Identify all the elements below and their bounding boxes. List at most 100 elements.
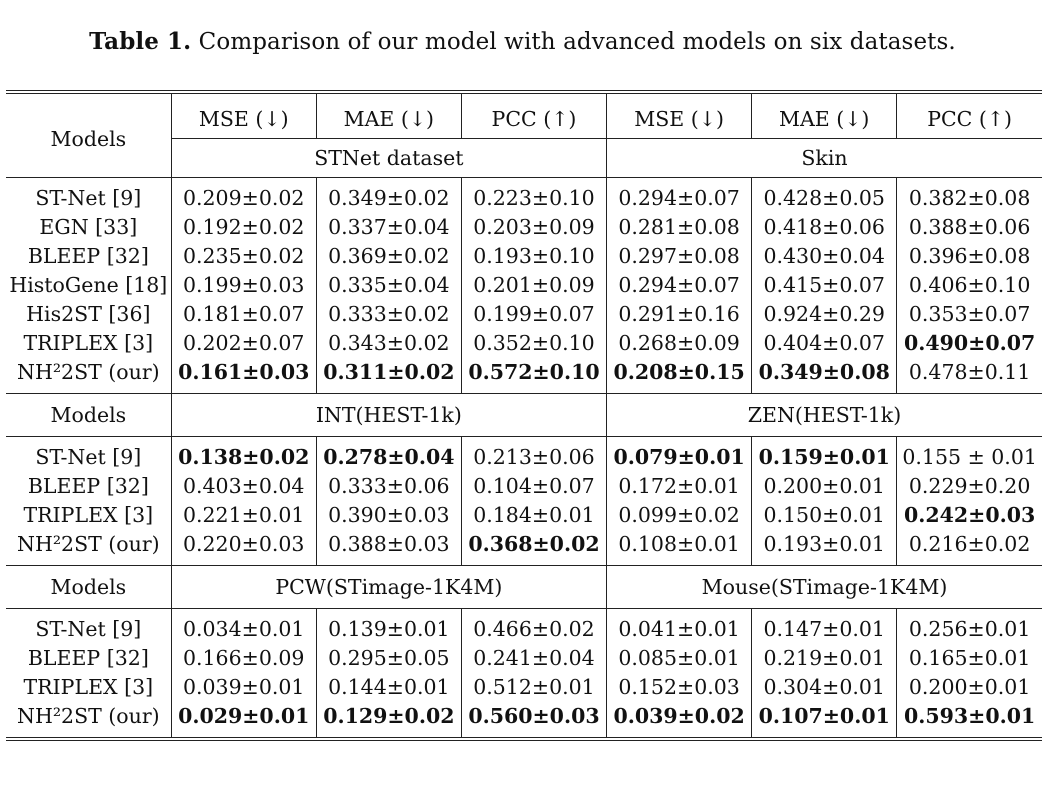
- metric-value-cell: 0.223±0.10: [460, 177, 607, 213]
- metric-value-cell: 0.172±0.01: [606, 472, 752, 501]
- model-name-cell: NH²2ST (our): [17, 360, 160, 384]
- metric-value-cell: 0.150±0.01: [751, 501, 897, 530]
- metric-value-cell: 0.039±0.01: [170, 673, 317, 702]
- metric-value-cell: 0.333±0.06: [315, 472, 462, 501]
- model-name-cell: His2ST [36]: [26, 302, 151, 326]
- dataset-header: ZEN(HEST-1k): [606, 393, 1042, 437]
- metric-value-cell: 0.352±0.10: [460, 329, 607, 358]
- table-row: EGN [33] 0.192±0.02 0.337±0.04 0.203±0.09 0.…: [6, 213, 1042, 242]
- metric-value-cell: 0.079±0.01: [606, 436, 752, 472]
- metric-value-cell: 0.294±0.07: [606, 177, 752, 213]
- table-row: NH²2ST (our) 0.161±0.03 0.311±0.02 0.572±0.…: [6, 358, 1042, 394]
- model-name-cell: ST-Net [9]: [35, 186, 142, 210]
- metric-value-cell: 0.404±0.07: [751, 329, 897, 358]
- metric-value-cell: 0.209±0.02: [170, 177, 317, 213]
- model-name-cell: ST-Net [9]: [35, 445, 142, 469]
- metric-value-cell: 0.144±0.01: [315, 673, 462, 702]
- header-metrics-row: Models MSE (↓) MAE (↓) PCC (↑) MSE (↓) M…: [6, 90, 1042, 178]
- metric-value-cell: 0.333±0.02: [315, 300, 462, 329]
- metric-value-cell: 0.466±0.02: [460, 608, 607, 644]
- metric-value-cell: 0.039±0.02: [606, 702, 752, 741]
- metric-value-cell: 0.139±0.01: [315, 608, 462, 644]
- metric-value-cell: 0.166±0.09: [170, 644, 317, 673]
- metric-value-cell: 0.199±0.03: [170, 271, 317, 300]
- dataset-header: Skin: [606, 138, 1042, 178]
- metric-value-cell: 0.281±0.08: [606, 213, 752, 242]
- model-name-cell: NH²2ST (our): [17, 532, 160, 556]
- metric-value-cell: 0.311±0.02: [315, 358, 462, 394]
- metric-value-cell: 0.108±0.01: [606, 530, 752, 566]
- results-table-body: Models MSE (↓) MAE (↓) PCC (↑) MSE (↓) M…: [6, 90, 1042, 741]
- model-name-cell: EGN [33]: [39, 215, 138, 239]
- metric-value-cell: 0.200±0.01: [751, 472, 897, 501]
- metric-value-cell: 0.304±0.01: [751, 673, 897, 702]
- table-caption: Table 1. Comparison of our model with ad…: [0, 28, 1045, 55]
- metric-value-cell: 0.418±0.06: [751, 213, 897, 242]
- dataset-header: INT(HEST-1k): [170, 393, 607, 437]
- metric-header: MSE (↓): [170, 90, 317, 139]
- table-row: NH²2ST (our) 0.220±0.03 0.388±0.03 0.368±0.…: [6, 530, 1042, 566]
- metric-value-cell: 0.396±0.08: [896, 242, 1042, 271]
- metric-value-cell: 0.403±0.04: [170, 472, 317, 501]
- metric-value-cell: 0.107±0.01: [751, 702, 897, 741]
- metric-value-cell: 0.147±0.01: [751, 608, 897, 644]
- table-row: TRIPLEX [3] 0.202±0.07 0.343±0.02 0.352±0.1…: [6, 329, 1042, 358]
- dataset-header: STNet dataset: [170, 138, 607, 178]
- metric-value-cell: 0.406±0.10: [896, 271, 1042, 300]
- metric-value-cell: 0.208±0.15: [606, 358, 752, 394]
- metric-header: PCC (↑): [896, 90, 1042, 139]
- metric-value-cell: 0.041±0.01: [606, 608, 752, 644]
- metric-value-cell: 0.029±0.01: [170, 702, 317, 741]
- metric-value-cell: 0.129±0.02: [315, 702, 462, 741]
- metric-value-cell: 0.235±0.02: [170, 242, 317, 271]
- metric-value-cell: 0.343±0.02: [315, 329, 462, 358]
- metric-value-cell: 0.193±0.01: [751, 530, 897, 566]
- metric-value-cell: 0.192±0.02: [170, 213, 317, 242]
- caption-label: Table 1.: [89, 28, 192, 55]
- metric-value-cell: 0.155 ± 0.01: [896, 436, 1042, 472]
- models-header: Models: [6, 90, 172, 178]
- metric-value-cell: 0.199±0.07: [460, 300, 607, 329]
- table-row: TRIPLEX [3] 0.039±0.01 0.144±0.01 0.512±0.0…: [6, 673, 1042, 702]
- metric-header: MAE (↓): [751, 90, 897, 139]
- metric-value-cell: 0.490±0.07: [896, 329, 1042, 358]
- table-row: HistoGene [18] 0.199±0.03 0.335±0.04 0.201±…: [6, 271, 1042, 300]
- metric-value-cell: 0.268±0.09: [606, 329, 752, 358]
- metric-value-cell: 0.297±0.08: [606, 242, 752, 271]
- metric-value-cell: 0.242±0.03: [896, 501, 1042, 530]
- header-datasets-row: STNet dataset Skin: [6, 138, 1042, 178]
- metric-value-cell: 0.512±0.01: [460, 673, 607, 702]
- model-name-cell: TRIPLEX [3]: [23, 331, 154, 355]
- metric-value-cell: 0.353±0.07: [896, 300, 1042, 329]
- metric-value-cell: 0.216±0.02: [896, 530, 1042, 566]
- metric-value-cell: 0.099±0.02: [606, 501, 752, 530]
- table-row: BLEEP [32] 0.166±0.09 0.295±0.05 0.241±0.04…: [6, 644, 1042, 673]
- metric-value-cell: 0.382±0.08: [896, 177, 1042, 213]
- table-row: BLEEP [32] 0.403±0.04 0.333±0.06 0.104±0.07…: [6, 472, 1042, 501]
- metric-value-cell: 0.388±0.03: [315, 530, 462, 566]
- metric-value-cell: 0.388±0.06: [896, 213, 1042, 242]
- metric-value-cell: 0.430±0.04: [751, 242, 897, 271]
- model-name-cell: ST-Net [9]: [35, 617, 142, 641]
- section-header-row: Models INT(HEST-1k) ZEN(HEST-1k): [6, 393, 1042, 437]
- metric-value-cell: 0.572±0.10: [460, 358, 607, 394]
- metric-value-cell: 0.184±0.01: [460, 501, 607, 530]
- metric-value-cell: 0.368±0.02: [460, 530, 607, 566]
- metric-value-cell: 0.278±0.04: [315, 436, 462, 472]
- table-row: TRIPLEX [3] 0.221±0.01 0.390±0.03 0.184±0.0…: [6, 501, 1042, 530]
- metric-value-cell: 0.335±0.04: [315, 271, 462, 300]
- metric-header: MAE (↓): [315, 90, 462, 139]
- metric-header: PCC (↑): [460, 90, 607, 139]
- metric-value-cell: 0.295±0.05: [315, 644, 462, 673]
- table-row: ST-Net [9] 0.209±0.02 0.349±0.02 0.223±0.10…: [6, 177, 1042, 213]
- model-name-cell: TRIPLEX [3]: [23, 675, 154, 699]
- metric-value-cell: 0.349±0.08: [751, 358, 897, 394]
- metric-value-cell: 0.165±0.01: [896, 644, 1042, 673]
- metric-value-cell: 0.349±0.02: [315, 177, 462, 213]
- metric-value-cell: 0.138±0.02: [170, 436, 317, 472]
- metric-value-cell: 0.193±0.10: [460, 242, 607, 271]
- caption-text: Comparison of our model with advanced mo…: [191, 29, 956, 55]
- metric-value-cell: 0.203±0.09: [460, 213, 607, 242]
- table-row: ST-Net [9] 0.034±0.01 0.139±0.01 0.466±0.02…: [6, 608, 1042, 644]
- model-name-cell: HistoGene [18]: [9, 273, 168, 297]
